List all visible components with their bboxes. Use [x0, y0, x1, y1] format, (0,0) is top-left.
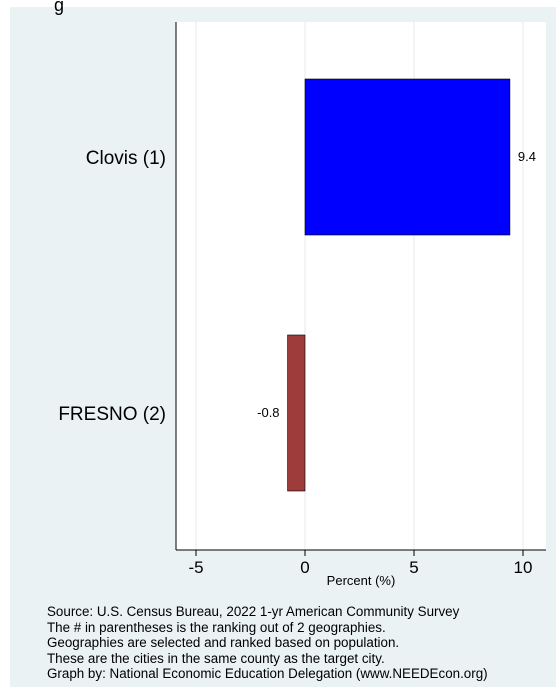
x-tick-label: -5	[188, 558, 203, 577]
credit-note-line: Graph by: National Economic Education De…	[47, 666, 488, 682]
source-notes: Source: U.S. Census Bureau, 2022 1-yr Am…	[47, 604, 556, 682]
chart-frame: g 9.4 Clovis (1) -0.8 FRESNO (2) -5 0 5 10 Per…	[10, 0, 556, 687]
category-label: FRESNO (2)	[58, 404, 166, 425]
x-tick-label: 0	[300, 558, 309, 577]
bar-fresno	[287, 334, 306, 492]
category-label: Clovis (1)	[86, 148, 166, 169]
selection-note-line: Geographies are selected and ranked base…	[47, 635, 400, 651]
chart-title-fragment: g	[54, 0, 65, 15]
x-tick-label: 5	[409, 558, 418, 577]
bar-value-label: 9.4	[518, 149, 536, 164]
bar-clovis	[304, 78, 511, 236]
bar-chart: 9.4 Clovis (1) -0.8 FRESNO (2) -5 0 5 10 Perce…	[58, 22, 546, 588]
x-axis-label: Percent (%)	[327, 573, 396, 588]
bar-value-label: -0.8	[257, 405, 279, 420]
county-note-line: These are the cities in the same county …	[47, 650, 385, 666]
ranking-note-line: The # in parentheses is the ranking out …	[47, 619, 386, 635]
x-tick-label: 10	[514, 558, 533, 577]
source-note-line: Source: U.S. Census Bureau, 2022 1-yr Am…	[47, 604, 460, 619]
